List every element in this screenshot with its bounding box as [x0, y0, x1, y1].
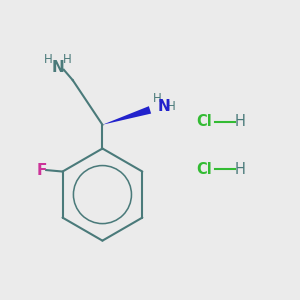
Text: Cl: Cl [197, 162, 212, 177]
Text: N: N [158, 99, 171, 114]
Text: N: N [52, 60, 65, 75]
Text: H: H [167, 100, 176, 113]
Text: H: H [234, 162, 245, 177]
Text: F: F [37, 163, 47, 178]
Text: H: H [63, 53, 72, 66]
Polygon shape [102, 106, 151, 125]
Text: Cl: Cl [197, 114, 212, 129]
Text: H: H [44, 53, 52, 66]
Text: H: H [153, 92, 162, 105]
Text: H: H [234, 114, 245, 129]
